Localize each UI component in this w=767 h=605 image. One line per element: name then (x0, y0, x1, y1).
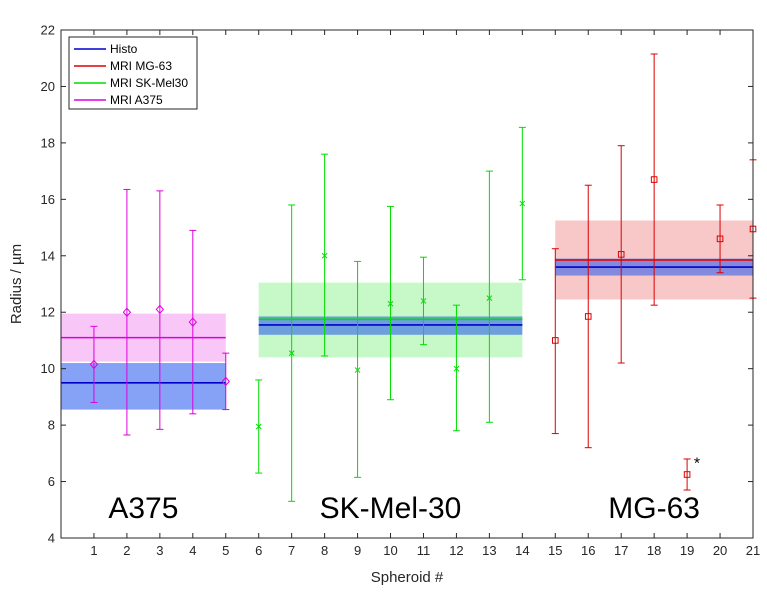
y-tick-label: 18 (41, 135, 55, 150)
plot-area-frame (60, 29, 754, 539)
x-tick-label: 10 (383, 543, 397, 558)
axes: 1 2 3 4 5 6 7 8 9 10 11 12 13 14 15 16 17 18 19 20 214681012… (41, 23, 761, 559)
data-point-8 (321, 252, 328, 259)
data-point-15 (551, 337, 559, 344)
y-tick-label: 4 (48, 531, 55, 546)
data-point-6 (255, 423, 262, 430)
y-tick-label: 12 (41, 305, 55, 320)
x-tick-label: 13 (482, 543, 496, 558)
data-point-18 (650, 176, 658, 183)
legend: Histo MRI MG-63 MRI SK-Mel30 MRI A375 (68, 36, 198, 110)
x-tick-label: 6 (255, 543, 262, 558)
group-label-2: MG-63 (608, 492, 700, 525)
x-tick-label: 15 (548, 543, 562, 558)
group-label-1: SK-Mel-30 (320, 492, 462, 525)
x-tick-label: 11 (417, 543, 431, 558)
x-tick-label: 7 (288, 543, 295, 558)
data-point-14 (519, 200, 526, 207)
annotation-0: * (694, 455, 700, 472)
x-tick-label: 17 (614, 543, 628, 558)
data-point-4 (188, 317, 197, 327)
y-tick-label: 16 (41, 192, 55, 207)
x-tick-label: 18 (647, 543, 661, 558)
data-point-10 (387, 300, 394, 307)
x-axis-title: Spheroid # (371, 569, 444, 586)
data-point-20 (716, 235, 724, 243)
x-tick-label: 9 (354, 543, 361, 558)
x-tick-label: 20 (713, 543, 727, 558)
data-point-12 (453, 365, 460, 372)
data-point-3 (155, 304, 165, 315)
data-point-19 (683, 471, 691, 478)
data-point-2 (122, 307, 132, 317)
y-tick-label: 14 (41, 248, 55, 263)
y-tick-label: 10 (41, 361, 55, 376)
x-tick-label: 8 (321, 543, 328, 558)
group-label-0: A375 (108, 492, 178, 525)
data-point-1 (89, 359, 99, 370)
x-tick-label: 2 (123, 543, 130, 558)
x-tick-label: 12 (449, 543, 463, 558)
data-point-5 (221, 376, 230, 387)
data-point-7 (288, 350, 295, 356)
y-tick-label: 6 (48, 474, 55, 489)
x-tick-label: 4 (189, 543, 196, 558)
legend-label-0: Histo (110, 42, 138, 56)
legend-label-1: MRI MG-63 (110, 59, 172, 73)
x-tick-label: 19 (680, 543, 694, 558)
data-point-13 (486, 295, 493, 301)
x-tick-label: 21 (746, 543, 760, 558)
group-labels: A375 SK-Mel-30 MG-63 * (108, 455, 700, 525)
x-tick-label: 14 (515, 543, 529, 558)
y-tick-label: 20 (41, 79, 55, 94)
legend-label-3: MRI A375 (110, 93, 163, 107)
data-point-17 (617, 251, 625, 258)
x-tick-label: 3 (156, 543, 163, 558)
y-tick-label: 8 (48, 418, 55, 433)
x-tick-label: 1 (90, 543, 97, 558)
y-axis-title: Radius / µm (8, 244, 25, 324)
histo-band-0 (61, 363, 226, 410)
legend-label-2: MRI SK-Mel30 (110, 76, 188, 90)
x-tick-label: 5 (222, 543, 229, 558)
data-point-16 (584, 313, 592, 320)
x-tick-label: 16 (581, 543, 595, 558)
y-tick-label: 22 (41, 23, 55, 38)
data-point-9 (354, 367, 361, 373)
data-point-11 (420, 298, 427, 304)
